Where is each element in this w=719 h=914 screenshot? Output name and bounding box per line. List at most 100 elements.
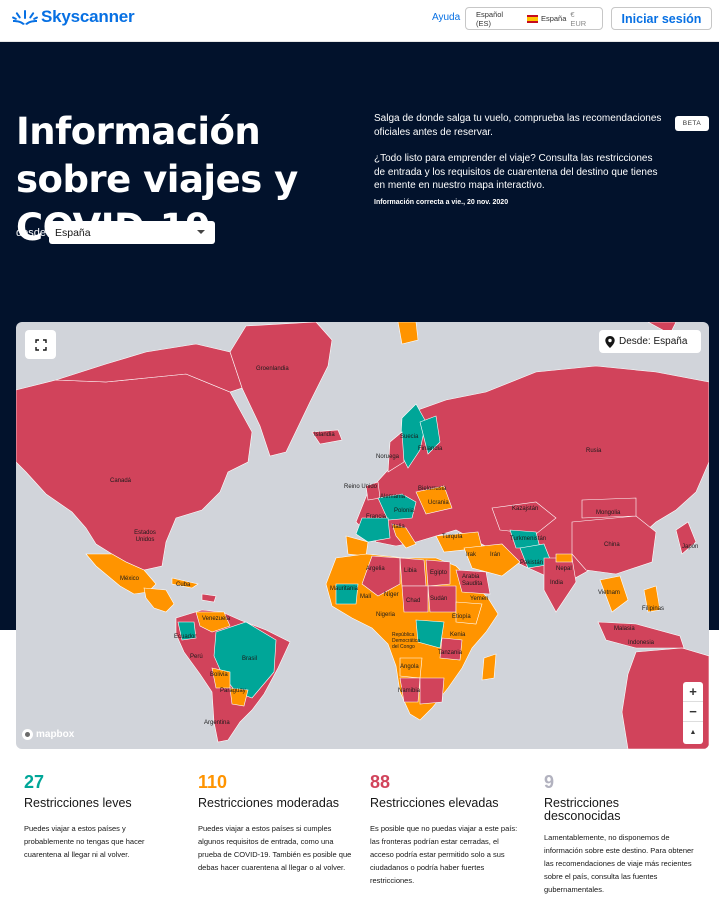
country-svalbard[interactable] xyxy=(397,322,419,345)
map-label-ecuador: Ecuador xyxy=(174,634,197,640)
country-iceland[interactable] xyxy=(311,429,343,445)
map-label-nepal: Nepal xyxy=(556,566,572,572)
map-label-usa: Estados Unidos xyxy=(134,530,156,543)
mapbox-logo[interactable]: mapbox xyxy=(22,729,74,740)
map-label-algeria: Argelia xyxy=(366,566,385,572)
stat-elevadas: 88 Restricciones elevadas Es posible que… xyxy=(370,770,530,887)
stat-title: Restricciones desconocidas xyxy=(544,796,621,823)
compass-button[interactable]: ▲ xyxy=(683,722,703,742)
map-label-mexico: México xyxy=(120,576,140,582)
country-germany-poland[interactable] xyxy=(377,493,417,521)
origin-country-select[interactable]: España xyxy=(49,221,215,244)
country-mauritania[interactable] xyxy=(335,583,359,605)
map-label-namibia: Namibia xyxy=(398,688,421,694)
country-belarus-ukraine[interactable] xyxy=(415,485,453,515)
country-philippines[interactable] xyxy=(643,585,661,613)
locale-selector-button[interactable]: Español (ES) España € EUR xyxy=(465,7,603,30)
map-label-iceland: Islandia xyxy=(314,432,335,438)
country-cuba[interactable] xyxy=(171,577,199,589)
origin-chip[interactable]: Desde: España xyxy=(599,330,701,353)
stat-count: 27 xyxy=(24,772,45,792)
country-chad[interactable] xyxy=(401,585,429,613)
country-kenya-tanzania[interactable] xyxy=(439,637,463,661)
country-namibia[interactable] xyxy=(399,677,421,703)
map-label-mauritania: Mauritania xyxy=(330,586,359,592)
help-link[interactable]: Ayuda xyxy=(432,12,461,23)
map-label-libya: Libia xyxy=(404,568,417,574)
map-label-poland: Polonia xyxy=(394,508,415,514)
map-label-paraguay: Paraguay xyxy=(220,688,246,694)
stat-description: Lamentablemente, no disponemos de inform… xyxy=(544,833,694,894)
map-label-cuba: Cuba xyxy=(176,582,191,588)
world-map[interactable] xyxy=(16,322,709,749)
stat-count: 88 xyxy=(370,772,391,792)
map-label-iran: Irán xyxy=(490,552,501,558)
map-label-nigeria: Nigeria xyxy=(376,612,396,618)
map-label-egypt: Egipto xyxy=(430,570,448,576)
brand-name: Skyscanner xyxy=(41,7,135,26)
signin-button[interactable]: Iniciar sesión xyxy=(611,7,712,30)
country-nepal[interactable] xyxy=(555,553,573,563)
country-venezuela[interactable] xyxy=(195,611,231,633)
country-ethiopia[interactable] xyxy=(455,601,483,625)
map-label-angola: Angola xyxy=(400,664,419,670)
country-caribbean[interactable] xyxy=(201,593,217,603)
map-label-indonesia: Indonesia xyxy=(628,640,655,646)
map-label-argentina: Argentina xyxy=(204,720,230,726)
intro-text-2: ¿Todo listo para emprender el viaje? Con… xyxy=(374,153,658,191)
stat-title: Restricciones leves xyxy=(24,796,132,810)
skyscanner-logo[interactable]: Skyscanner xyxy=(12,7,135,27)
country-finland[interactable] xyxy=(419,415,441,455)
country-canada-north[interactable] xyxy=(55,343,243,393)
map-label-italy: Italia xyxy=(392,524,405,530)
map-label-ethiopia: Etiopía xyxy=(452,614,471,620)
origin-chip-label: Desde: España xyxy=(619,336,688,347)
country-egypt[interactable] xyxy=(425,559,451,587)
origin-country-value: España xyxy=(55,226,91,239)
country-arabia[interactable] xyxy=(455,569,491,595)
country-italy[interactable] xyxy=(391,523,417,549)
country-central-america[interactable] xyxy=(143,587,175,613)
restrictions-map[interactable]: Groenlandia Islandia Canadá Estados Unid… xyxy=(16,322,709,749)
zoom-out-button[interactable]: − xyxy=(683,702,703,722)
map-label-norway: Noruega xyxy=(376,454,400,460)
stat-leves: 27 Restricciones leves Puedes viajar a e… xyxy=(24,770,184,861)
map-label-canada: Canadá xyxy=(110,478,132,484)
stat-moderadas: 110 Restricciones moderadas Puedes viaja… xyxy=(198,770,358,874)
country-paraguay[interactable] xyxy=(229,687,249,707)
country-france[interactable] xyxy=(355,517,391,543)
country-china[interactable] xyxy=(571,515,657,575)
top-navigation-bar: Skyscanner Ayuda Español (ES) España € E… xyxy=(0,0,719,42)
country-mongolia[interactable] xyxy=(581,497,637,519)
map-label-germany: Alemania xyxy=(380,494,406,500)
country-southern-africa[interactable] xyxy=(419,677,445,705)
country-congo[interactable] xyxy=(415,619,445,649)
country-kazakhstan[interactable] xyxy=(491,501,557,535)
map-label-iraq: Irak xyxy=(466,552,477,558)
map-label-finland: Finlandia xyxy=(418,446,443,452)
expand-icon xyxy=(34,338,47,351)
country-iran-iraq[interactable] xyxy=(463,543,521,577)
map-label-saudi-arabia: Arabia Saudita xyxy=(462,574,483,587)
map-label-sudan: Sudán xyxy=(430,596,448,602)
stat-title: Restricciones elevadas xyxy=(370,796,499,810)
map-label-peru: Perú xyxy=(190,654,203,660)
spain-flag-icon xyxy=(527,14,538,23)
zoom-controls: + − ▲ xyxy=(683,682,703,744)
country-southeast-asia[interactable] xyxy=(599,575,629,613)
updated-date: Información correcta a vie., 20 nov. 202… xyxy=(374,199,509,206)
country-ecuador[interactable] xyxy=(177,621,197,641)
compass-icon: ▲ xyxy=(689,728,697,736)
country-algeria[interactable] xyxy=(361,555,401,597)
map-label-vietnam: Vietnam xyxy=(598,590,620,596)
map-label-yemen: Yemen xyxy=(470,596,489,602)
country-japan[interactable] xyxy=(675,521,697,555)
country-norway[interactable] xyxy=(387,431,405,473)
country-label: España xyxy=(540,14,567,23)
map-label-chad: Chad xyxy=(406,598,421,604)
map-label-tanzania: Tanzania xyxy=(438,650,463,656)
zoom-in-button[interactable]: + xyxy=(683,682,703,702)
fullscreen-button[interactable] xyxy=(25,330,56,359)
country-indonesia[interactable] xyxy=(597,621,685,649)
country-madagascar[interactable] xyxy=(481,653,497,681)
